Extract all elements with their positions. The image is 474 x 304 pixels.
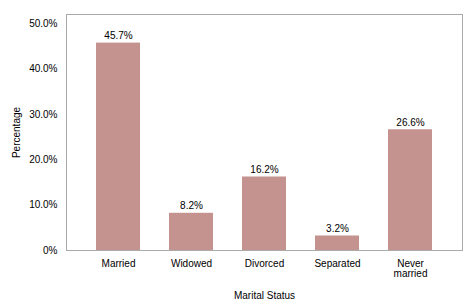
svg-text:10.0%: 10.0% — [29, 199, 57, 210]
svg-text:Percentage: Percentage — [11, 106, 22, 158]
svg-text:16.2%: 16.2% — [250, 164, 278, 175]
svg-text:45.7%: 45.7% — [104, 30, 132, 41]
svg-text:30.0%: 30.0% — [29, 109, 57, 120]
svg-text:20.0%: 20.0% — [29, 154, 57, 165]
svg-text:Nevermarried: Nevermarried — [394, 258, 428, 279]
svg-text:40.0%: 40.0% — [29, 63, 57, 74]
svg-text:26.6%: 26.6% — [396, 117, 424, 128]
svg-text:8.2%: 8.2% — [180, 200, 203, 211]
svg-text:Marital Status: Marital Status — [234, 290, 295, 301]
svg-text:3.2%: 3.2% — [326, 223, 349, 234]
svg-text:Widowed: Widowed — [171, 258, 212, 269]
svg-text:0%: 0% — [43, 245, 58, 256]
svg-text:Divorced: Divorced — [245, 258, 284, 269]
svg-text:50.0%: 50.0% — [29, 18, 57, 29]
svg-text:Married: Married — [102, 258, 136, 269]
svg-text:Separated: Separated — [314, 258, 360, 269]
